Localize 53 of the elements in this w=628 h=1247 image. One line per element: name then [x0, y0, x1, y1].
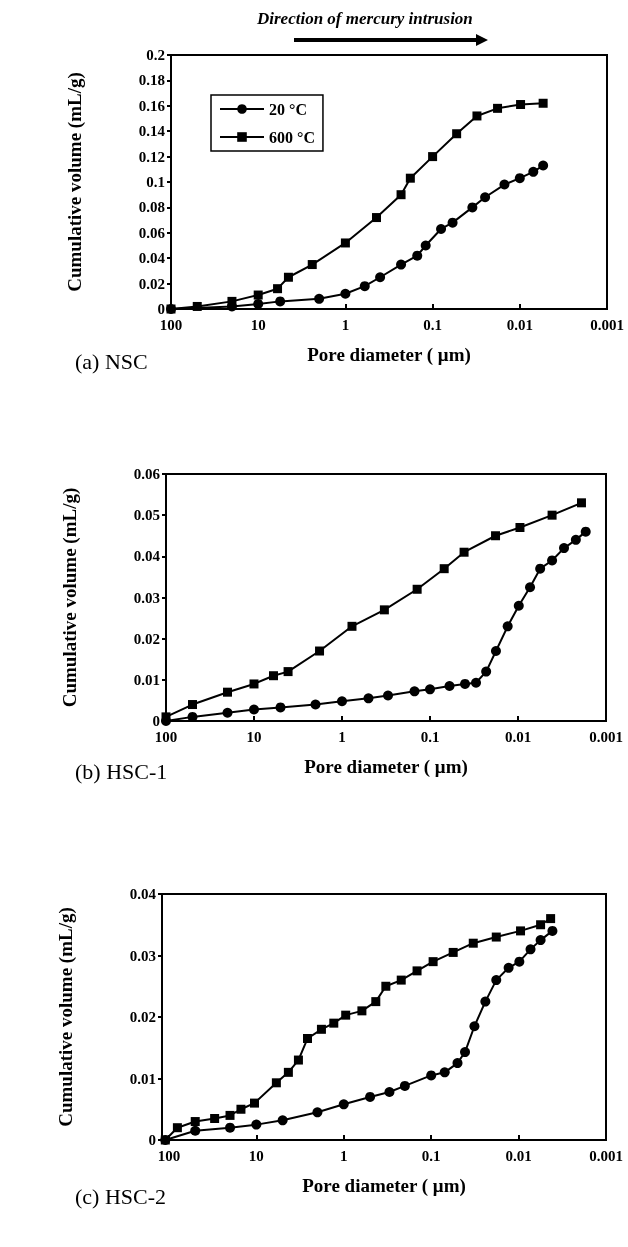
x-tick-label: 100: [159, 316, 183, 333]
y-tick-label: 0.03: [129, 947, 156, 964]
y-tick-label: 0.02: [129, 1009, 156, 1025]
y-axis-title: Cumulative volume (mL/g): [54, 907, 77, 1127]
y-tick-label: 0.08: [138, 199, 165, 216]
y-tick-label: 0.06: [138, 224, 166, 241]
text: (b) HSC-1: [75, 758, 168, 784]
y-tick-label: 0: [152, 713, 160, 729]
y-tick-label: 0: [157, 301, 165, 317]
y-tick-label: 0.1: [146, 174, 165, 190]
x-tick-label: 100: [154, 728, 178, 745]
legend-label: 20 °C: [269, 100, 307, 118]
y-tick-label: 0.04: [133, 548, 161, 565]
y-tick-label: 0.02: [138, 275, 165, 292]
text: (c) HSC-2: [75, 1183, 167, 1209]
y-tick-label: 0.14: [138, 123, 166, 140]
x-tick-label: 10: [246, 728, 262, 745]
y-tick-label: 0: [148, 1132, 156, 1148]
x-tick-label: 0.01: [505, 1147, 532, 1164]
x-tick-label: 0.1: [421, 1147, 441, 1164]
y-axis-title: Cumulative volume (mL/g): [58, 487, 81, 708]
x-tick-label: 0.001: [589, 1147, 623, 1164]
x-tick-label: 0.01: [506, 316, 533, 333]
x-axis-title: Pore diameter ( μm): [307, 344, 471, 366]
y-tick-label: 0.03: [133, 589, 160, 606]
x-tick-label: 10: [250, 316, 266, 333]
y-tick-label: 0.04: [129, 886, 157, 902]
x-tick-label: 1: [340, 1147, 348, 1164]
x-axis-title: Pore diameter ( μm): [304, 756, 468, 778]
x-tick-label: 1: [341, 316, 350, 333]
y-tick-label: 0.12: [138, 148, 165, 165]
x-tick-label: 0.001: [590, 316, 624, 333]
y-tick-label: 0.01: [129, 1070, 156, 1087]
x-tick-label: 10: [248, 1147, 264, 1164]
y-tick-label: 0.16: [138, 97, 166, 114]
x-tick-label: 1: [338, 728, 346, 745]
x-tick-label: 0.1: [423, 316, 442, 333]
y-tick-label: 0.05: [133, 507, 160, 524]
text: Direction of mercury intrusion: [256, 9, 473, 28]
y-tick-label: 0.01: [133, 671, 160, 688]
y-tick-label: 0.02: [133, 630, 160, 647]
x-tick-label: 0.1: [420, 728, 440, 745]
y-tick-label: 0.18: [138, 72, 165, 89]
legend-label: 600 °C: [269, 128, 315, 146]
y-tick-label: 0.2: [146, 47, 165, 63]
x-tick-label: 100: [157, 1147, 181, 1164]
y-tick-label: 0.04: [138, 250, 166, 267]
text: (a) NSC: [75, 348, 148, 374]
y-tick-label: 0.06: [133, 466, 161, 482]
y-axis-title: Cumulative volume (mL/g): [63, 72, 86, 292]
x-tick-label: 0.01: [504, 728, 532, 745]
x-axis-title: Pore diameter ( μm): [302, 1175, 466, 1197]
x-tick-label: 0.001: [589, 728, 623, 745]
